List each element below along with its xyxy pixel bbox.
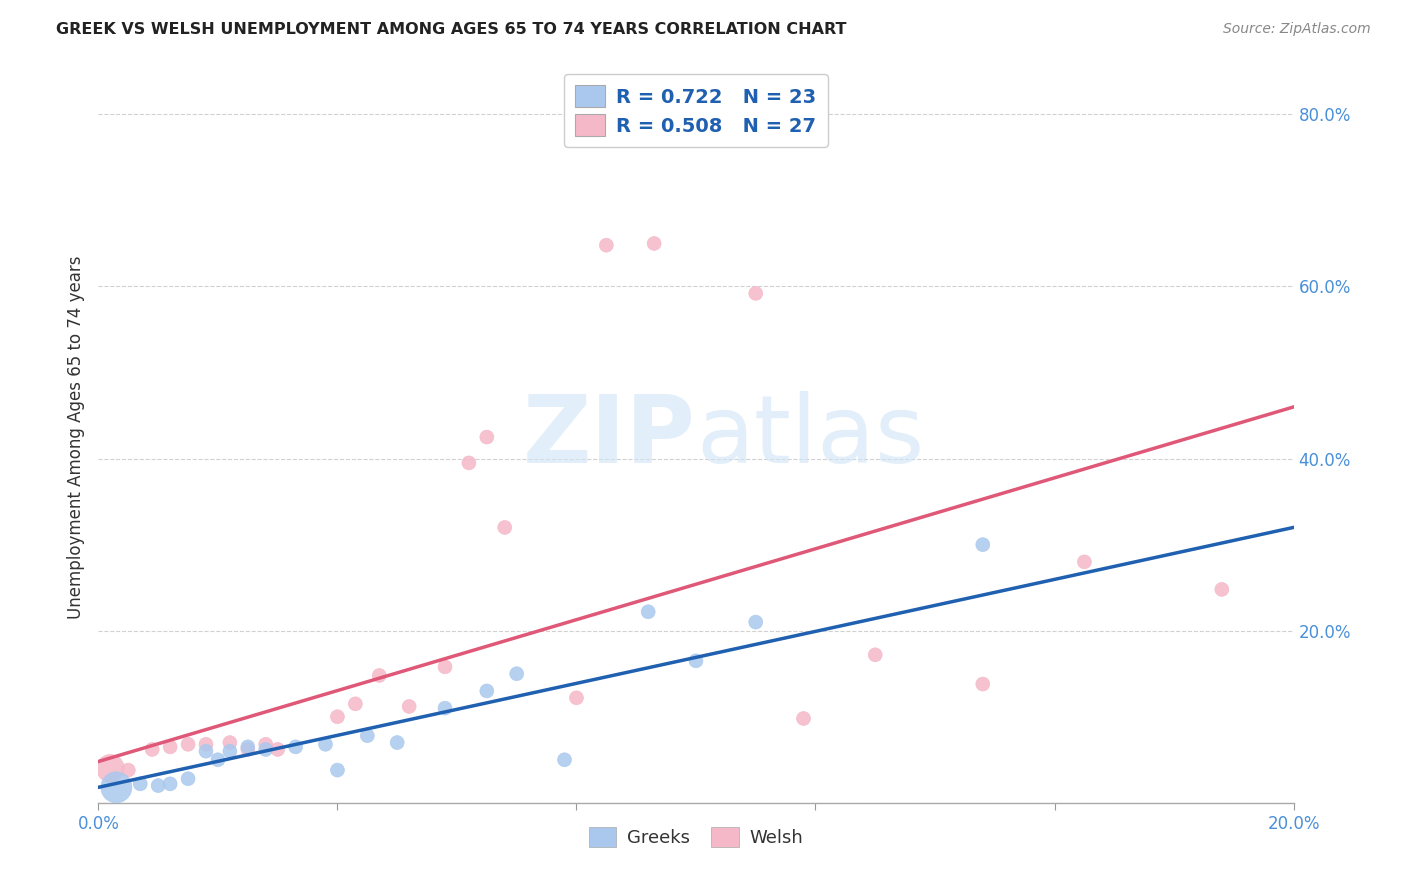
Point bbox=[195, 737, 218, 751]
Point bbox=[494, 520, 516, 534]
Point bbox=[129, 777, 152, 791]
Point bbox=[219, 744, 242, 758]
Legend: Greeks, Welsh: Greeks, Welsh bbox=[579, 818, 813, 856]
Point bbox=[219, 735, 242, 749]
Point bbox=[326, 710, 349, 724]
Point bbox=[385, 735, 409, 749]
Point bbox=[117, 763, 139, 777]
Point bbox=[972, 538, 994, 552]
Point bbox=[475, 430, 498, 444]
Point bbox=[398, 699, 420, 714]
Y-axis label: Unemployment Among Ages 65 to 74 years: Unemployment Among Ages 65 to 74 years bbox=[66, 255, 84, 619]
Point bbox=[1073, 555, 1095, 569]
Text: atlas: atlas bbox=[696, 391, 924, 483]
Point bbox=[177, 737, 200, 751]
Point bbox=[434, 701, 457, 715]
Point bbox=[458, 456, 481, 470]
Point bbox=[972, 677, 994, 691]
Point bbox=[177, 772, 200, 786]
Point bbox=[356, 729, 378, 743]
Point bbox=[326, 763, 349, 777]
Point bbox=[745, 615, 768, 629]
Point bbox=[254, 742, 277, 756]
Text: Source: ZipAtlas.com: Source: ZipAtlas.com bbox=[1223, 22, 1371, 37]
Point bbox=[105, 780, 128, 795]
Point bbox=[315, 737, 337, 751]
Point bbox=[643, 236, 665, 251]
Point bbox=[159, 777, 181, 791]
Point bbox=[267, 742, 290, 756]
Point bbox=[284, 739, 307, 754]
Text: ZIP: ZIP bbox=[523, 391, 696, 483]
Point bbox=[595, 238, 617, 252]
Point bbox=[793, 711, 815, 725]
Point bbox=[554, 753, 576, 767]
Text: GREEK VS WELSH UNEMPLOYMENT AMONG AGES 65 TO 74 YEARS CORRELATION CHART: GREEK VS WELSH UNEMPLOYMENT AMONG AGES 6… bbox=[56, 22, 846, 37]
Point bbox=[344, 697, 367, 711]
Point bbox=[236, 742, 259, 756]
Point bbox=[368, 668, 391, 682]
Point bbox=[685, 654, 707, 668]
Point bbox=[637, 605, 659, 619]
Point bbox=[159, 739, 181, 754]
Point bbox=[148, 779, 170, 793]
Point bbox=[254, 737, 277, 751]
Point bbox=[207, 753, 229, 767]
Point bbox=[745, 286, 768, 301]
Point bbox=[195, 744, 218, 758]
Point bbox=[565, 690, 588, 705]
Point bbox=[506, 666, 529, 681]
Point bbox=[236, 739, 259, 754]
Point bbox=[98, 761, 122, 775]
Point bbox=[865, 648, 887, 662]
Point bbox=[475, 684, 498, 698]
Point bbox=[434, 660, 457, 674]
Point bbox=[1211, 582, 1233, 597]
Point bbox=[141, 742, 163, 756]
